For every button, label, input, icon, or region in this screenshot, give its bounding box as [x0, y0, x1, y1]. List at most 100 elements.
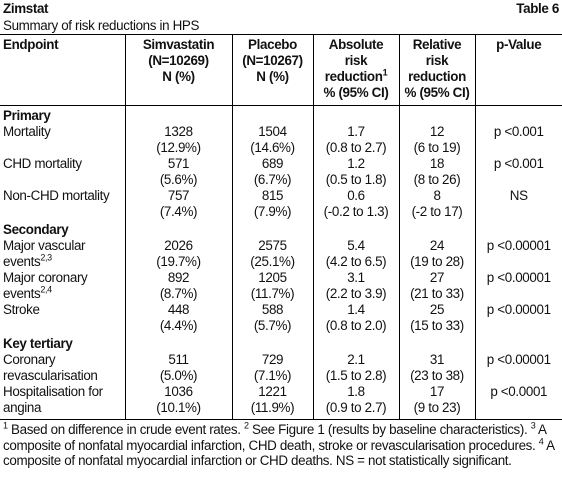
simvastatin-value: 448 [167, 302, 190, 317]
placebo-value: 1221 [258, 384, 287, 399]
endpoint-cell: Mortality [0, 124, 125, 156]
endpoint-text: Hospitalisation for [3, 384, 103, 399]
relative-cell: 12 (6 to 19) [398, 124, 475, 156]
simvastatin-cell: 2026 (19.7%) [124, 238, 232, 270]
relative-cell: 31 (23 to 38) [398, 352, 475, 384]
endpoint-line: revascularisation [3, 368, 122, 384]
simvastatin-value: (4.4%) [159, 318, 198, 333]
p-value-cell: p <0.001 [474, 156, 562, 188]
absolute-value: 1.8 [347, 384, 365, 399]
absolute-value: (2.2 to 3.9) [325, 286, 387, 301]
endpoint-line: Mortality [3, 124, 122, 140]
placebo-value: (25.1%) [250, 254, 295, 269]
absolute-value: 2.1 [347, 352, 365, 367]
p-value-cell: p <0.00001 [474, 270, 562, 302]
absolute-value: (0.8 to 2.7) [325, 140, 387, 155]
placebo-value: 588 [261, 302, 284, 317]
endpoint-line: events2,3 [3, 253, 122, 270]
simvastatin-cell: 1036 (10.1%) [124, 384, 232, 420]
endpoint-cell: Major vascular events2,3 [0, 238, 125, 270]
column-header: Absolute risk reduction1% (95% CI) [312, 35, 399, 106]
footnote-ref: 2,4 [40, 284, 52, 295]
endpoint-line: Hospitalisation for [3, 384, 122, 400]
placebo-value: 815 [261, 188, 284, 203]
header-line: Absolute [317, 37, 396, 53]
endpoint-line: Stroke [3, 302, 122, 318]
simvastatin-value: 757 [167, 188, 190, 203]
absolute-value: 5.4 [347, 238, 365, 253]
placebo-value: 729 [261, 352, 284, 367]
placebo-value: (7.9%) [253, 204, 292, 219]
p-value-cell: p <0.001 [474, 124, 562, 156]
p-value: p <0.001 [493, 156, 544, 171]
endpoint-text: angina [3, 400, 42, 415]
header: Zimstat Table 6 [0, 0, 562, 17]
endpoint-cell: Non-CHD mortality [0, 188, 125, 220]
endpoint-text: Major vascular [3, 238, 86, 253]
empty-cell [312, 220, 399, 238]
header-text: Relative [412, 37, 462, 52]
placebo-cell: 689 (6.7%) [231, 156, 313, 188]
simvastatin-value: 2026 [164, 238, 193, 253]
header-text: Endpoint [3, 37, 59, 52]
simvastatin-cell: 1328 (12.9%) [124, 124, 232, 156]
header-line: Relative [403, 37, 472, 53]
relative-value: (23 to 38) [410, 368, 464, 383]
header-line: N (%) [129, 69, 229, 85]
p-value: p <0.001 [493, 124, 544, 139]
relative-cell: 27 (21 to 33) [398, 270, 475, 302]
simvastatin-value: 511 [168, 352, 189, 367]
absolute-cell: 5.4 (4.2 to 6.5) [312, 238, 399, 270]
absolute-value: 0.6 [347, 188, 365, 203]
simvastatin-value: 1036 [164, 384, 193, 399]
header-line: % (95% CI) [403, 85, 472, 101]
absolute-value: 1.7 [347, 124, 365, 139]
section-title: Secondary [3, 222, 69, 237]
absolute-cell: 2.1 (1.5 to 2.8) [312, 352, 399, 384]
footnote-number: 1 [3, 420, 8, 431]
header-line: Placebo [236, 37, 310, 53]
column-header: Endpoint [0, 35, 125, 106]
table: Endpoint Simvastatin (N=10269) N (%) Placebo… [0, 35, 562, 420]
column-header: p-Value [474, 35, 562, 106]
endpoint-line: angina [3, 400, 122, 416]
footnote-text: A composite of nonfatal myocardial infar… [3, 437, 554, 469]
absolute-value: 3.1 [347, 270, 365, 285]
placebo-value: (6.7%) [253, 172, 292, 187]
relative-value: 24 [429, 238, 445, 253]
empty-cell [124, 105, 232, 124]
header-line: p-Value [479, 37, 560, 53]
header-line: reduction1 [317, 68, 396, 85]
header-line: Endpoint [3, 37, 122, 53]
header-line: reduction [403, 69, 472, 85]
placebo-value: 2575 [258, 238, 287, 253]
endpoint-line: events2,4 [3, 284, 122, 302]
endpoint-line: Major vascular [3, 238, 122, 254]
footnotes: 1 Based on difference in crude event rat… [0, 420, 562, 471]
relative-cell: 24 (19 to 28) [398, 238, 475, 270]
empty-cell [398, 220, 475, 238]
empty-cell [231, 220, 313, 238]
header-row: Endpoint Simvastatin (N=10269) N (%) Placebo… [0, 35, 562, 106]
absolute-cell: 1.7 (0.8 to 2.7) [312, 124, 399, 156]
simvastatin-cell: 571 (5.6%) [124, 156, 232, 188]
footnote-text: A composite of nonfatal myocardial infar… [3, 422, 546, 453]
p-value-cell: p <0.0001 [474, 384, 562, 420]
column-header: Relative risk reduction% (95% CI) [398, 35, 475, 106]
column-header: Simvastatin (N=10269) N (%) [124, 35, 232, 106]
header-line: Simvastatin [129, 37, 229, 53]
simvastatin-value: (8.7%) [159, 286, 198, 301]
relative-value: 8 [433, 188, 441, 203]
data-row: CHD mortality 571 (5.6%) 689 (6.7%) 1.2 (0.5 t… [0, 156, 562, 188]
empty-cell [312, 105, 399, 124]
endpoint-line: Coronary [3, 352, 122, 368]
absolute-value: (0.9 to 2.7) [325, 400, 387, 415]
simvastatin-value: (5.6%) [159, 172, 198, 187]
relative-cell: 17 (9 to 23) [398, 384, 475, 420]
placebo-cell: 1504 (14.6%) [231, 124, 313, 156]
absolute-value: (-0.2 to 1.3) [323, 204, 389, 219]
section-row: Key tertiary [0, 334, 562, 352]
endpoint-text: Stroke [3, 302, 40, 317]
